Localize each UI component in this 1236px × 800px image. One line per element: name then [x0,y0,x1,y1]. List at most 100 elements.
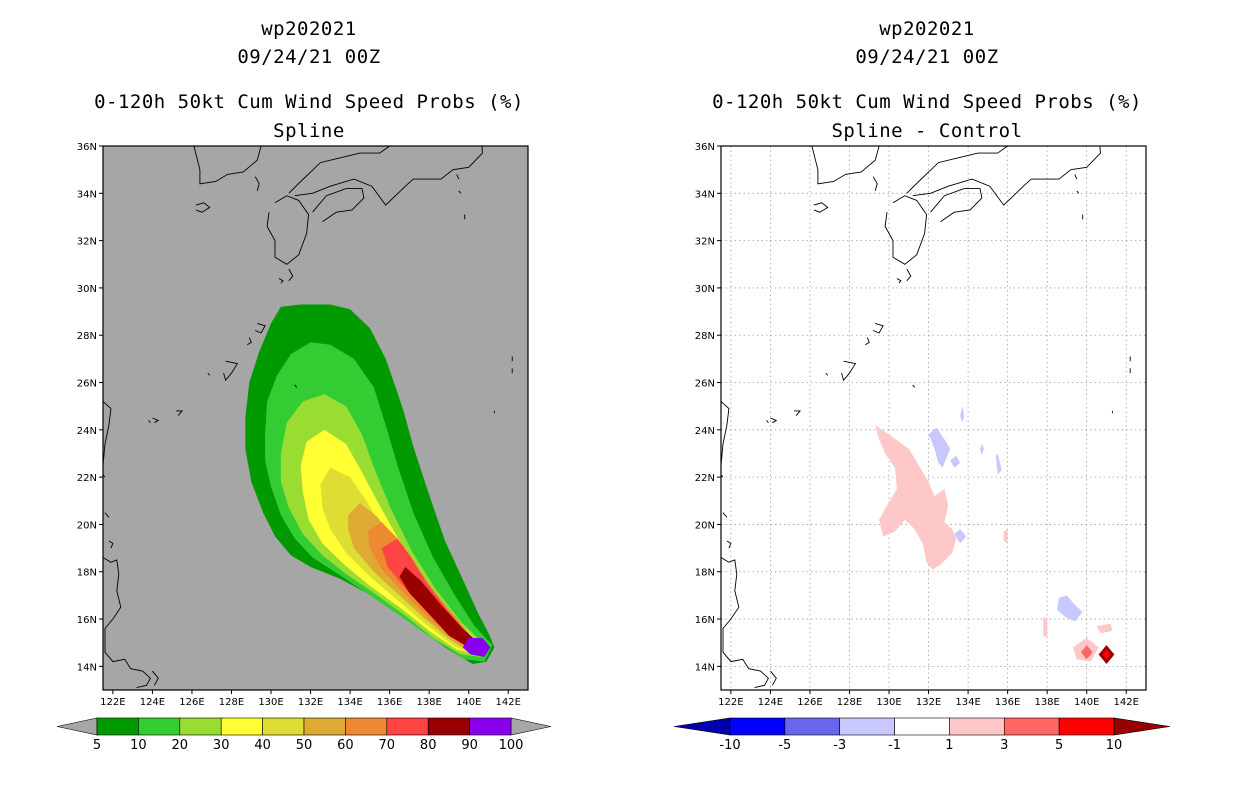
x-tick-label: 142E [1114,697,1139,708]
y-tick-label: 16N [695,615,715,626]
coastline [458,190,462,194]
coastline [193,146,262,185]
coastline [207,372,211,376]
coastline [722,512,728,518]
product-title: 0-120h 50kt Cum Wind Speed Probs (%) [94,91,524,113]
coastline [223,360,239,382]
coastline [152,670,159,686]
y-tick-label: 28N [695,331,715,342]
x-tick-label: 132E [298,697,323,708]
map-frame [102,145,529,691]
colorbar-label: 1 [945,738,953,753]
difference-map: 122E 124E 126E 128E 130E 132E 134E 136E 138E 140E… [673,142,1171,753]
colorbar-swatch [386,717,429,736]
x-tick-label: 122E [100,697,125,708]
coastline [108,540,114,549]
right-panel: wp202021 09/24/21 00Z 0-120h 50kt Cum Wi… [618,0,1236,800]
init-time: 09/24/21 00Z [237,46,381,68]
colorbar-label: 30 [213,738,230,753]
colorbar-label: 40 [254,738,271,753]
contour-level-5 [1102,649,1111,660]
y-tick-label: 30N [77,284,97,295]
colorbar-label: 80 [420,738,437,753]
colorbar-swatch [427,717,470,736]
x-tick-label: 130E [258,697,283,708]
colorbar-swatch [784,717,841,736]
contour-level-1 [1003,529,1008,544]
y-tick-label: 20N [695,520,715,531]
y-tick-label: 32N [77,237,97,248]
storm-id: wp202021 [879,18,975,40]
coastline [103,557,151,689]
x-tick-label: 132E [916,697,941,708]
coastline [896,278,902,284]
coastline [254,176,260,192]
y-tick-label: 14N [695,662,715,673]
x-tick-label: 130E [876,697,901,708]
map-content [721,146,1146,690]
x-tick-label: 128E [219,697,244,708]
colorbar-label: 3 [1000,738,1008,753]
y-tick-label: 34N [77,189,97,200]
colorbar-label: 60 [337,738,354,753]
contour-level--1 [950,455,961,468]
map-background [721,146,1146,690]
coastline [104,512,110,518]
colorbar-swatch [179,717,222,736]
colorbar-label: -1 [888,738,901,753]
coastline [811,146,880,185]
coastline [1076,190,1080,194]
contour-level-1 [1096,623,1113,634]
coastline [721,557,769,689]
colorbar-label: 20 [172,738,189,753]
x-tick-label: 138E [416,697,441,708]
x-tick-label: 136E [377,697,402,708]
y-tick-label: 30N [695,284,715,295]
colorbar-swatch [949,717,1005,736]
x-tick-label: 122E [718,697,743,708]
x-tick-label: 134E [955,697,980,708]
colorbar-swatch [1058,717,1115,736]
contour-level--1 [995,453,1002,475]
contour-level--1 [928,427,951,468]
coastline [865,337,870,346]
colorbar-label: 70 [379,738,396,753]
x-tick-label: 126E [179,697,204,708]
colorbar-swatch [345,717,388,736]
init-time: 09/24/21 00Z [855,46,999,68]
product-subtitle: Spline [273,120,345,142]
coastline [721,401,730,466]
colorbar-label: 90 [461,738,478,753]
x-tick-label: 142E [496,697,521,708]
coastline [456,174,460,180]
coastline [813,202,829,213]
coastline [176,410,184,416]
y-tick-label: 32N [695,237,715,248]
map-content [103,146,513,689]
colorbar-label: 10 [130,738,147,753]
coastline [255,322,266,334]
coastline [873,322,884,334]
y-tick-label: 22N [77,473,97,484]
coastline [195,202,211,213]
y-tick-label: 24N [695,426,715,437]
coastline [152,417,160,424]
y-tick-label: 26N [77,379,97,390]
y-tick-label: 36N [695,142,715,153]
colorbar-swatch [729,717,786,736]
product-subtitle: Spline - Control [831,120,1023,142]
colorbar-swatch [894,717,950,736]
colorbar-over-arrow [1113,717,1171,736]
colorbar-label: -10 [719,738,740,753]
colorbar-swatch [138,717,181,736]
y-tick-label: 36N [77,142,97,153]
colorbar-swatch [1003,717,1060,736]
x-tick-label: 134E [337,697,362,708]
colorbar-swatch [303,717,346,736]
x-tick-label: 124E [758,697,783,708]
y-tick-label: 28N [77,331,97,342]
coastline [930,188,983,223]
y-tick-label: 16N [77,615,97,626]
coastline [148,420,151,423]
coastline [247,337,252,346]
